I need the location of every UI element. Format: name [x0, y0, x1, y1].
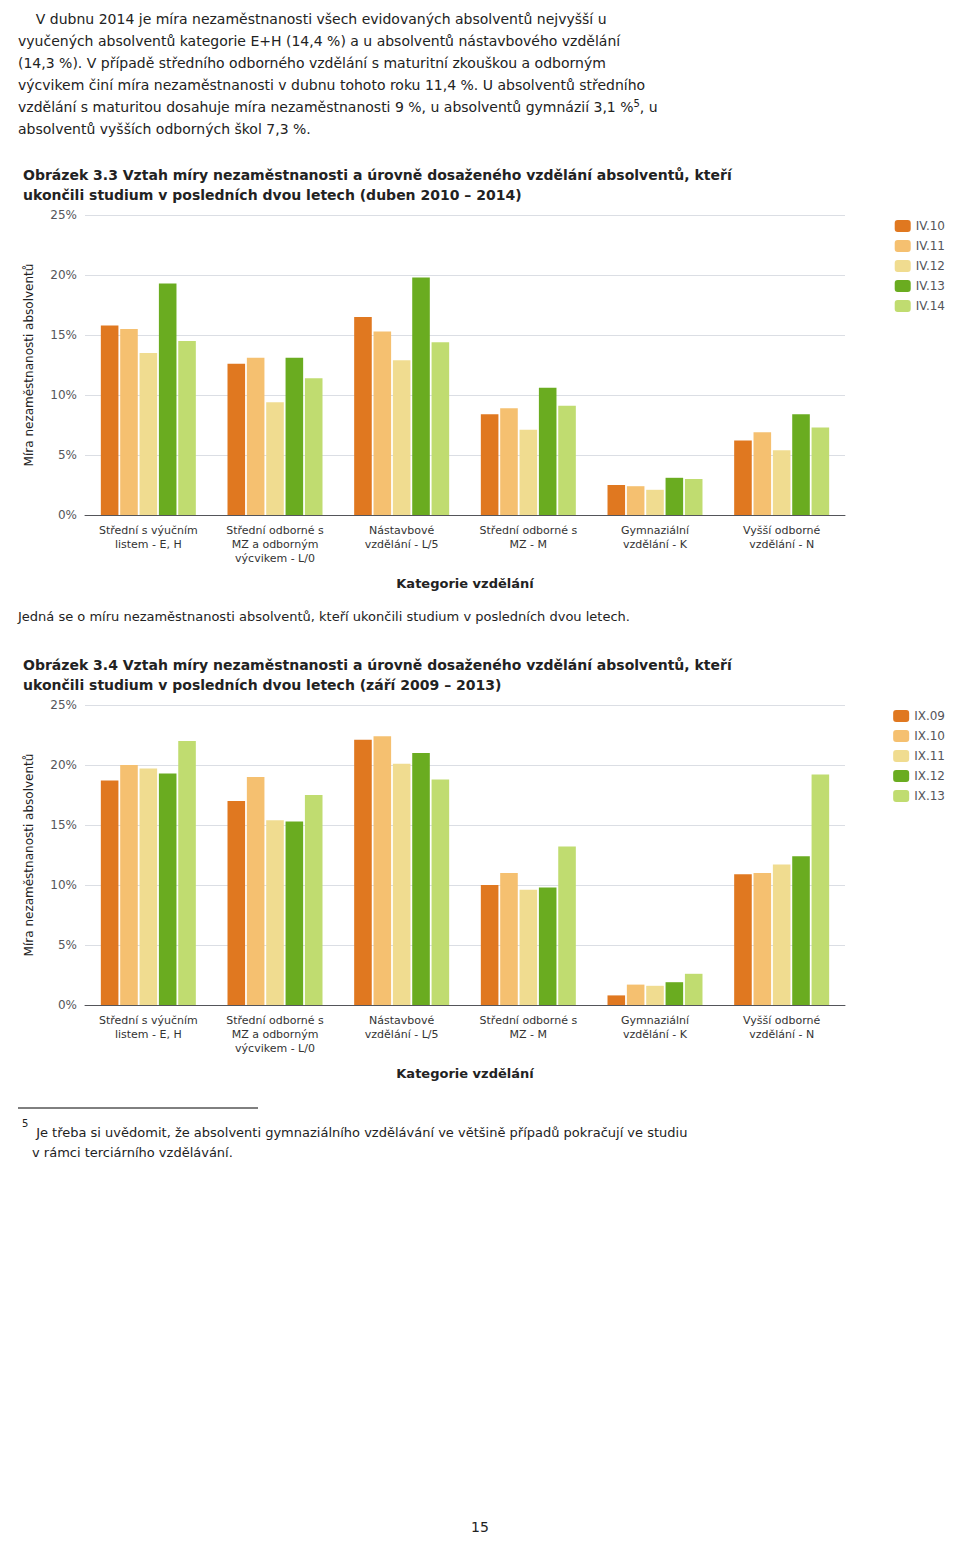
svg-text:IX.09: IX.09: [914, 709, 945, 723]
svg-text:5%: 5%: [58, 448, 77, 462]
svg-text:Střední odborné s: Střední odborné s: [226, 1014, 324, 1027]
svg-text:listem - E, H: listem - E, H: [115, 538, 182, 551]
svg-text:MZ a odborným: MZ a odborným: [232, 538, 319, 551]
svg-text:Střední s výučním: Střední s výučním: [99, 1014, 198, 1027]
svg-text:Míra nezaměstnanosti absolvent: Míra nezaměstnanosti absolventů: [22, 754, 36, 957]
svg-text:IX.10: IX.10: [914, 729, 945, 743]
svg-text:IV.10: IV.10: [916, 219, 945, 233]
svg-text:IV.14: IV.14: [916, 299, 945, 313]
svg-text:IX.12: IX.12: [914, 769, 945, 783]
svg-text:0%: 0%: [58, 508, 77, 522]
svg-text:(14,3 %). V případě středního: (14,3 %). V případě středního odborného …: [18, 55, 606, 71]
svg-text:IX.11: IX.11: [914, 749, 945, 763]
svg-text:vzdělání - K: vzdělání - K: [623, 1028, 688, 1041]
svg-text:20%: 20%: [50, 268, 77, 282]
svg-text:výcvikem - L/0: výcvikem - L/0: [235, 1042, 315, 1055]
svg-text:vzdělání - L/5: vzdělání - L/5: [365, 538, 439, 551]
svg-text:vzdělání - K: vzdělání - K: [623, 538, 688, 551]
svg-text:25%: 25%: [50, 208, 77, 222]
svg-text:25%: 25%: [50, 698, 77, 712]
svg-text:, u: , u: [640, 99, 658, 115]
svg-text:5: 5: [22, 1118, 28, 1129]
svg-text:vzdělání - L/5: vzdělání - L/5: [365, 1028, 439, 1041]
svg-text:vyučených absolventů kategorie: vyučených absolventů kategorie E+H (14,4…: [18, 33, 621, 49]
svg-text:Kategorie vzdělání: Kategorie vzdělání: [396, 576, 535, 591]
svg-text:výcvikem - L/0: výcvikem - L/0: [235, 552, 315, 565]
svg-text:20%: 20%: [50, 758, 77, 772]
svg-text:10%: 10%: [50, 878, 77, 892]
svg-text:IX.13: IX.13: [914, 789, 945, 803]
svg-text:v rámci terciárního vzdělávání: v rámci terciárního vzdělávání.: [32, 1145, 233, 1160]
svg-text:Střední s výučním: Střední s výučním: [99, 524, 198, 537]
svg-text:IV.12: IV.12: [916, 259, 945, 273]
svg-text:Vyšší odborné: Vyšší odborné: [743, 524, 820, 537]
svg-text:MZ a odborným: MZ a odborným: [232, 1028, 319, 1041]
svg-text:Míra nezaměstnanosti absolvent: Míra nezaměstnanosti absolventů: [22, 264, 36, 467]
svg-text:vzdělání s maturitou dosahuje: vzdělání s maturitou dosahuje míra nezam…: [18, 99, 634, 115]
svg-text:MZ - M: MZ - M: [510, 538, 547, 551]
svg-text:absolventů vyšších odborných š: absolventů vyšších odborných škol 7,3 %.: [18, 121, 311, 137]
svg-text:vzdělání - N: vzdělání - N: [749, 538, 814, 551]
svg-text:10%: 10%: [50, 388, 77, 402]
svg-text:Střední odborné s: Střední odborné s: [480, 1014, 578, 1027]
svg-text:0%: 0%: [58, 998, 77, 1012]
svg-text:15%: 15%: [50, 328, 77, 342]
svg-text:Nástavbové: Nástavbové: [369, 1014, 434, 1027]
svg-text:Kategorie vzdělání: Kategorie vzdělání: [396, 1066, 535, 1081]
svg-text:Jedná se o míru nezaměstnanost: Jedná se o míru nezaměstnanosti absolven…: [17, 609, 630, 624]
svg-text:Je třeba si uvědomit, že absol: Je třeba si uvědomit, že absolventi gymn…: [32, 1125, 687, 1140]
svg-text:IV.13: IV.13: [916, 279, 945, 293]
svg-text:15: 15: [471, 1519, 489, 1535]
svg-text:Vyšší odborné: Vyšší odborné: [743, 1014, 820, 1027]
svg-text:MZ - M: MZ - M: [510, 1028, 547, 1041]
svg-text:Obrázek 3.4 Vztah míry nezaměs: Obrázek 3.4 Vztah míry nezaměstnanosti a…: [23, 657, 733, 673]
svg-text:vzdělání - N: vzdělání - N: [749, 1028, 814, 1041]
svg-text:Střední odborné s: Střední odborné s: [226, 524, 324, 537]
svg-text:IV.11: IV.11: [916, 239, 945, 253]
svg-text:Střední odborné s: Střední odborné s: [480, 524, 578, 537]
svg-text:Gymnaziální: Gymnaziální: [621, 524, 690, 537]
svg-text:5%: 5%: [58, 938, 77, 952]
svg-text:listem - E, H: listem - E, H: [115, 1028, 182, 1041]
svg-text:Nástavbové: Nástavbové: [369, 524, 434, 537]
svg-text:15%: 15%: [50, 818, 77, 832]
svg-text:Gymnaziální: Gymnaziální: [621, 1014, 690, 1027]
svg-text:V dubnu 2014 je míra nezaměstn: V dubnu 2014 je míra nezaměstnanosti vše…: [18, 11, 607, 27]
svg-text:5: 5: [633, 97, 640, 109]
svg-text:ukončili studium v posledních: ukončili studium v posledních dvou letec…: [23, 677, 501, 693]
svg-text:Obrázek 3.3 Vztah míry nezaměs: Obrázek 3.3 Vztah míry nezaměstnanosti a…: [23, 167, 733, 183]
svg-text:výcvikem činí míra nezaměstnan: výcvikem činí míra nezaměstnanosti v dub…: [18, 77, 645, 93]
svg-text:ukončili studium v posledních: ukončili studium v posledních dvou letec…: [23, 187, 522, 203]
